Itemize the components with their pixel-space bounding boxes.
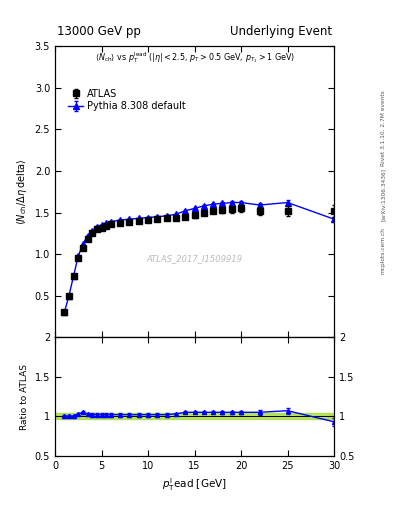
Y-axis label: $\langle N_\mathrm{ch}/ \Delta\eta\,\mathrm{delta}\rangle$: $\langle N_\mathrm{ch}/ \Delta\eta\,\mat… xyxy=(15,158,29,225)
Text: Rivet 3.1.10, 2.7M events: Rivet 3.1.10, 2.7M events xyxy=(381,90,386,166)
Text: ATLAS_2017_I1509919: ATLAS_2017_I1509919 xyxy=(147,254,242,263)
Legend: ATLAS, Pythia 8.308 default: ATLAS, Pythia 8.308 default xyxy=(66,86,189,114)
Text: mcplots.cern.ch: mcplots.cern.ch xyxy=(381,227,386,274)
Text: Underlying Event: Underlying Event xyxy=(230,26,332,38)
Text: 13000 GeV pp: 13000 GeV pp xyxy=(57,26,141,38)
Text: $\langle N_\mathrm{ch}\rangle$ vs $p_\mathrm{T}^\mathrm{lead}$ ($|\eta| < 2.5$, : $\langle N_\mathrm{ch}\rangle$ vs $p_\ma… xyxy=(95,51,294,66)
Y-axis label: Ratio to ATLAS: Ratio to ATLAS xyxy=(20,364,29,430)
Text: [arXiv:1306.3436]: [arXiv:1306.3436] xyxy=(381,168,386,221)
X-axis label: $p_\mathrm{T}^\mathrm{l}$ead [GeV]: $p_\mathrm{T}^\mathrm{l}$ead [GeV] xyxy=(162,476,227,493)
